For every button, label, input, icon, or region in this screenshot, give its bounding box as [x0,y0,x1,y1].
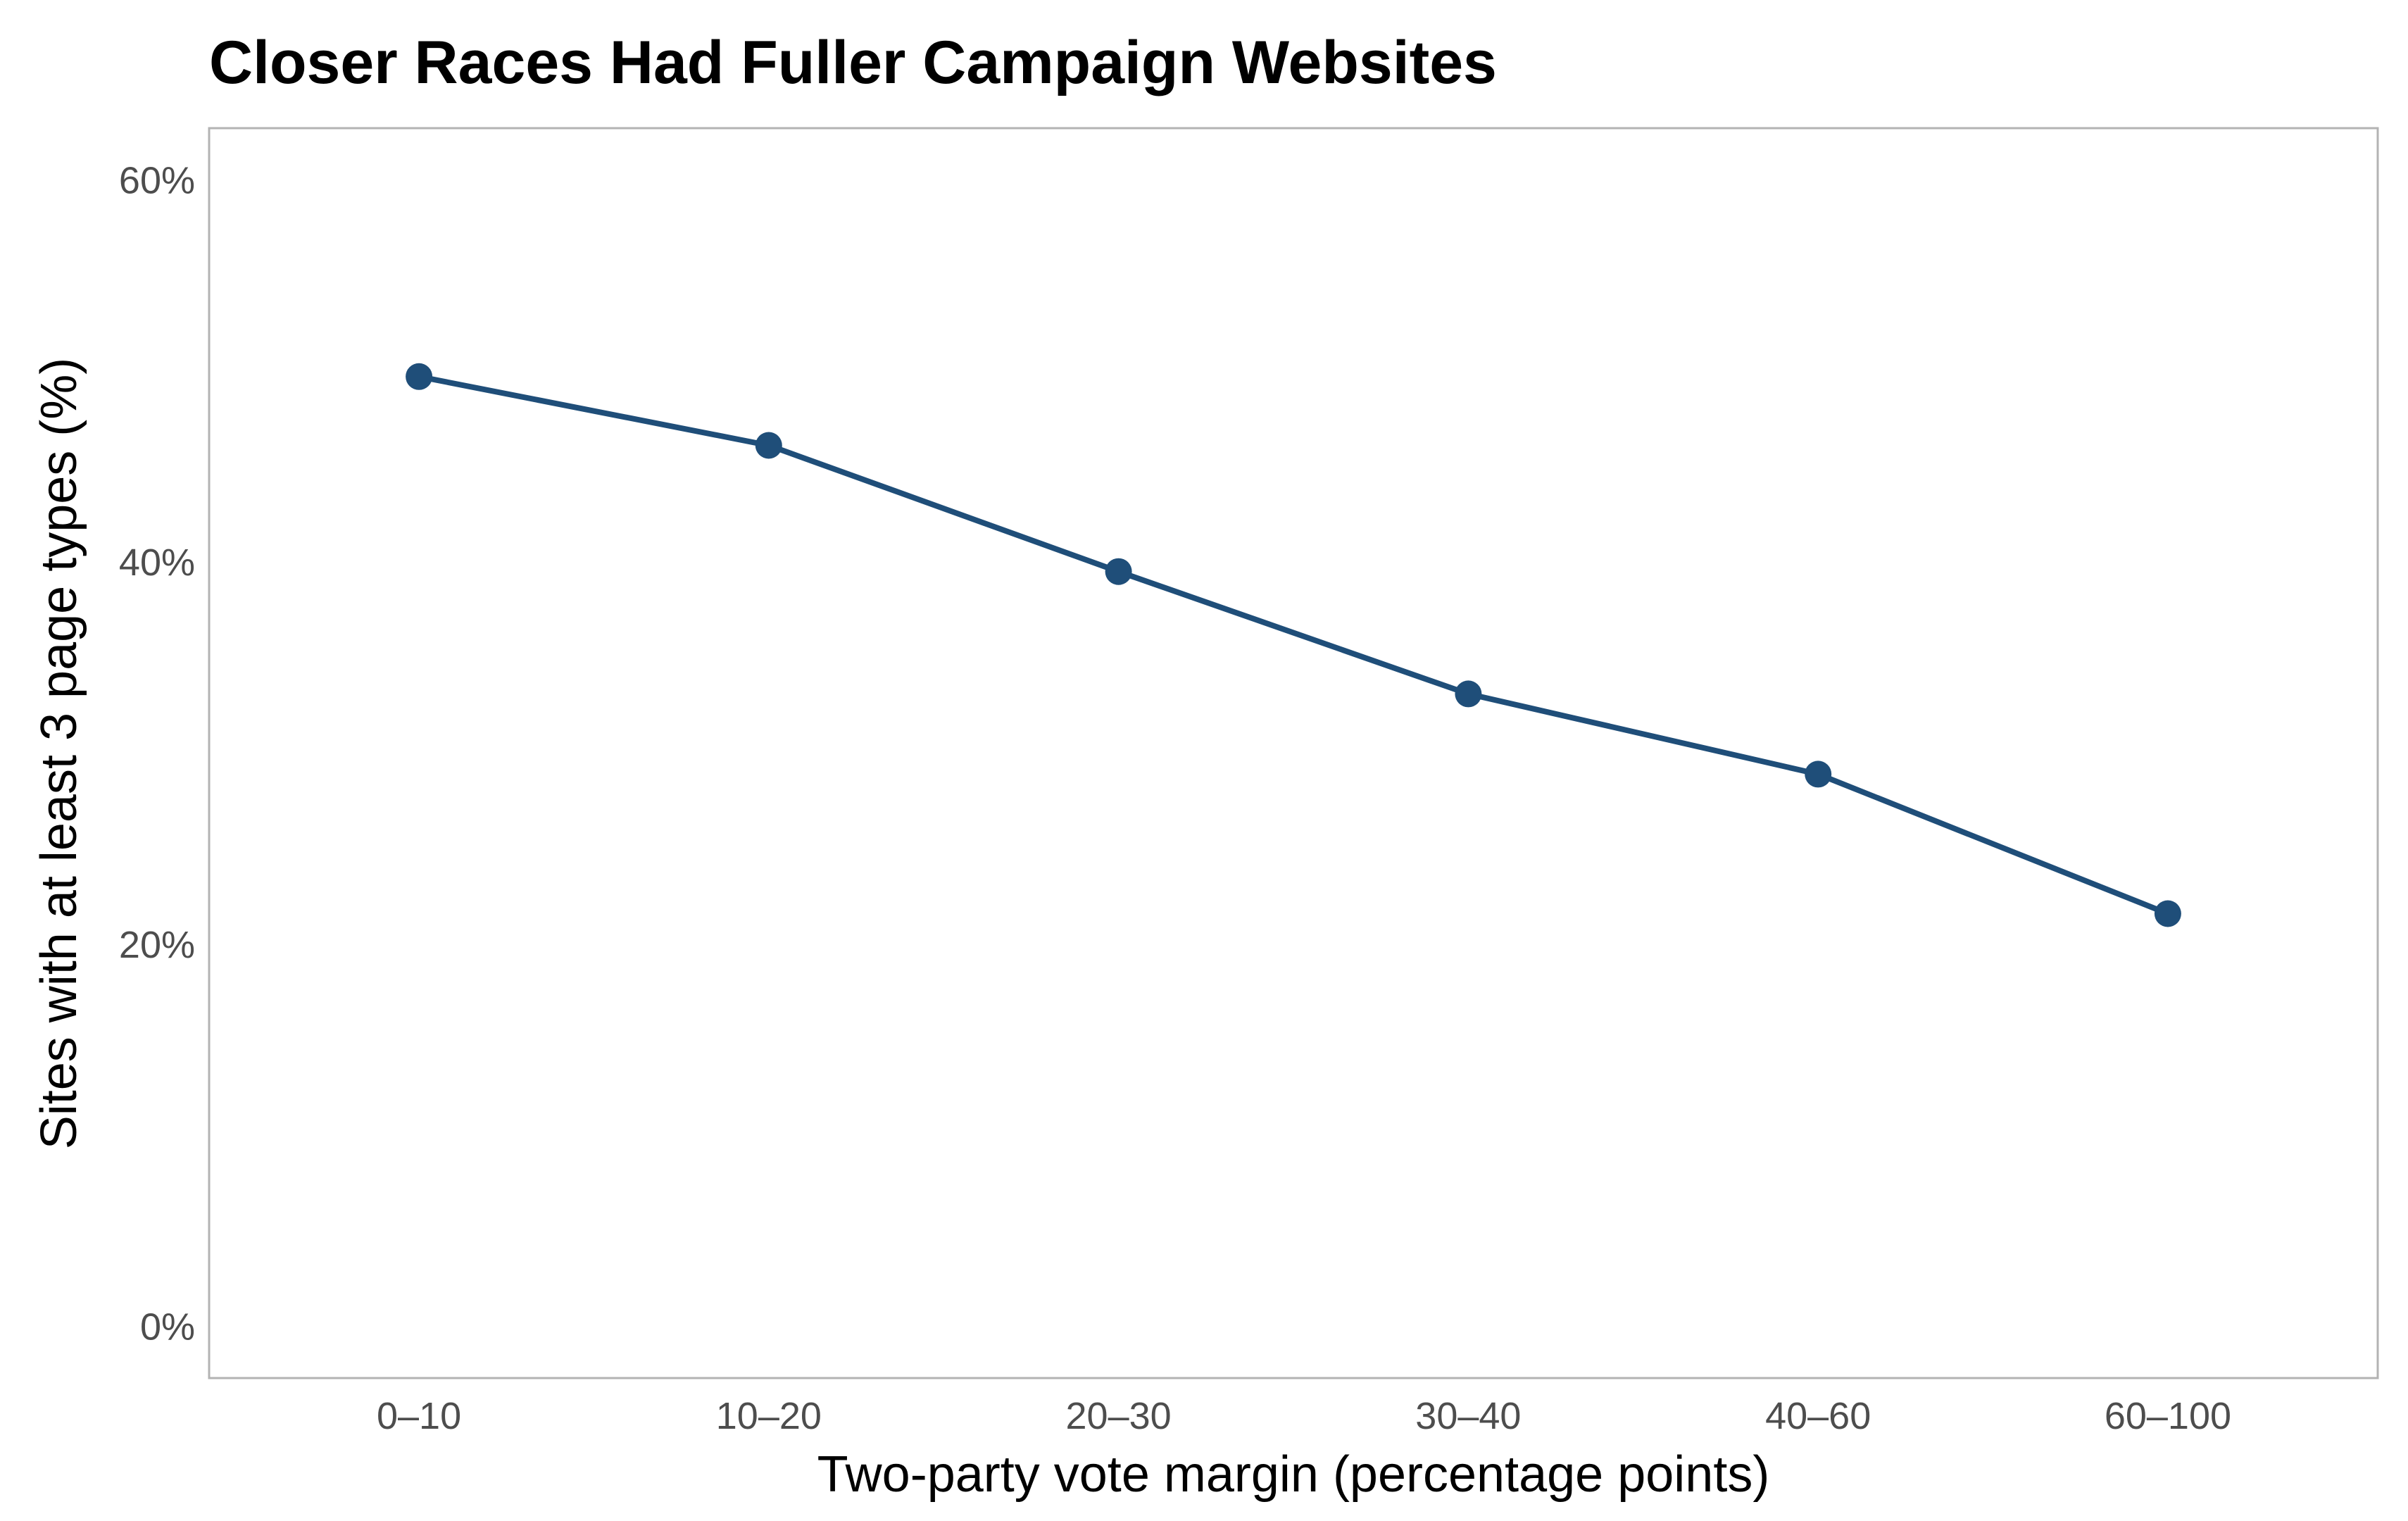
x-axis-title: Two-party vote margin (percentage points… [817,1446,1770,1503]
plot-frame [208,127,2379,1379]
x-tick-label: 0–10 [377,1395,461,1437]
y-axis-title: Sites with at least 3 page types (%) [31,358,87,1150]
x-tick-label: 60–100 [2105,1395,2231,1437]
data-point [406,363,433,390]
chart-title: Closer Races Had Fuller Campaign Website… [209,29,1497,96]
x-tick-label: 30–40 [1415,1395,1521,1437]
data-point [1105,558,1132,585]
y-tick-label: 20% [119,924,195,966]
x-tick-label: 20–30 [1066,1395,1172,1437]
data-point [1455,680,1482,708]
y-tick-label: 0% [140,1306,195,1348]
series-points [406,363,2181,927]
x-tick-label: 10–20 [716,1395,822,1437]
data-point [1805,760,1832,788]
data-point [755,432,782,459]
data-point [2154,900,2181,927]
x-axis-ticks: 0–10 10–20 20–30 30–40 40–60 60–100 [377,1395,2231,1437]
x-tick-label: 40–60 [1765,1395,1871,1437]
y-tick-label: 40% [119,542,195,584]
y-axis-ticks: 0% 20% 40% 60% [119,159,195,1348]
series-line [416,373,2171,917]
y-tick-label: 60% [119,159,195,201]
